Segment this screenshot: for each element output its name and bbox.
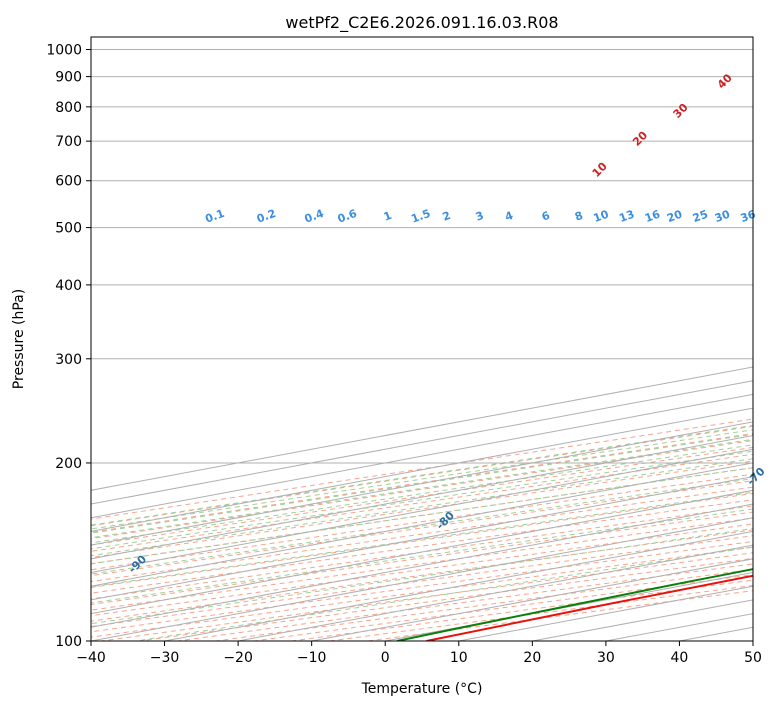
mixing-ratio-label: 20 <box>665 207 684 225</box>
y-tick-label: 400 <box>55 278 82 294</box>
x-tick-label: 10 <box>450 650 468 666</box>
mixing-ratio-label: 13 <box>617 208 636 225</box>
x-tick-label: 0 <box>381 650 390 666</box>
mixing-ratio-label: 30 <box>713 207 732 225</box>
dry-adiabat <box>91 486 753 583</box>
isotherm <box>91 517 753 641</box>
mixing-ratio-label: 8 <box>573 209 585 224</box>
dry-adiabat <box>91 492 753 588</box>
y-tick-label: 700 <box>55 134 82 150</box>
isotherm <box>91 476 753 601</box>
x-axis-label: Temperature (°C) <box>361 681 483 697</box>
x-tick-label: 30 <box>597 650 615 666</box>
isotherm <box>91 448 753 574</box>
y-tick-label: 1000 <box>46 43 82 59</box>
mixing-ratio-label: 3 <box>474 209 486 224</box>
isotherm <box>91 435 753 560</box>
dry-adiabat <box>91 467 753 565</box>
y-tick-label: 200 <box>55 456 82 472</box>
mixing-ratio-label: 0.6 <box>336 207 359 226</box>
isotherm <box>91 421 753 546</box>
x-tick-label: 50 <box>744 650 762 666</box>
x-tick-label: −10 <box>297 650 327 666</box>
mixing-ratio-label: 0.4 <box>303 207 326 226</box>
isotherm <box>91 489 753 615</box>
dry-adiabat <box>91 535 753 628</box>
mixing-ratio-label: 6 <box>540 209 552 224</box>
isotherm <box>752 640 753 641</box>
y-tick-label: 500 <box>55 221 82 237</box>
x-tick-label: 40 <box>671 650 689 666</box>
x-tick-label: −30 <box>150 650 180 666</box>
x-tick-label: 20 <box>523 650 541 666</box>
x-tick-label: −20 <box>223 650 253 666</box>
mixing-ratio-label: 1.5 <box>409 207 432 226</box>
dry-adiabat <box>91 453 753 552</box>
mixing-ratio-label: 10 <box>592 207 611 225</box>
background-lines <box>91 49 753 641</box>
x-tick-label: −40 <box>76 650 106 666</box>
mixing-ratio-label: 1 <box>382 209 394 224</box>
mixing-ratio-label: 0.1 <box>203 207 226 226</box>
dry-adiabat <box>91 511 753 606</box>
y-tick-label: 600 <box>55 174 82 190</box>
y-tick-label: 800 <box>55 100 82 116</box>
y-tick-label: 100 <box>55 634 82 650</box>
y-tick-label: 300 <box>55 352 82 368</box>
isotherm <box>164 530 753 641</box>
mixing-ratio-label: 25 <box>691 208 710 225</box>
y-tick-label: 900 <box>55 70 82 86</box>
mixing-ratio-label: 0.2 <box>255 207 278 226</box>
chart-title: wetPf2_C2E6.2026.091.16.03.R08 <box>285 13 558 33</box>
mixing-ratio-label: 2 <box>441 209 453 224</box>
plot-frame <box>90 36 754 642</box>
y-axis-label: Pressure (hPa) <box>11 289 27 389</box>
dry-adiabat <box>91 499 753 594</box>
mixing-ratio-label: 16 <box>643 207 662 225</box>
mixing-ratio-label: 4 <box>503 209 515 224</box>
isotherm <box>91 503 753 628</box>
isotherm <box>91 462 753 587</box>
axes: −40 −30 −20 −10 0 10 20 30 40 5010020030040050060… <box>46 43 762 666</box>
